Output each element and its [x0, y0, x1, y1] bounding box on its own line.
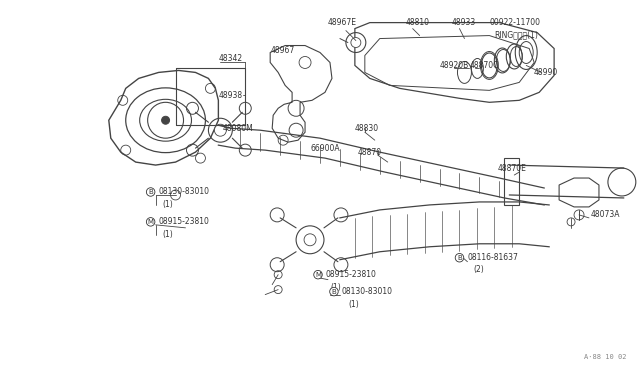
- Text: A·88 10 02: A·88 10 02: [584, 355, 627, 360]
- Text: 48938: 48938: [218, 91, 243, 100]
- Text: M: M: [315, 272, 321, 278]
- Text: (1): (1): [163, 230, 173, 239]
- Text: 08130-83010: 08130-83010: [342, 287, 393, 296]
- Text: 48073A: 48073A: [591, 211, 621, 219]
- Text: 48830: 48830: [355, 124, 379, 133]
- Text: 08915-23810: 08915-23810: [326, 270, 377, 279]
- Text: B: B: [332, 289, 337, 295]
- Text: 48870E: 48870E: [497, 164, 526, 173]
- Text: 48967: 48967: [270, 46, 294, 55]
- Text: RINGリング(1): RINGリング(1): [494, 30, 538, 39]
- Circle shape: [351, 38, 361, 48]
- Text: B: B: [148, 189, 153, 195]
- Text: B: B: [457, 255, 462, 261]
- Circle shape: [161, 116, 170, 124]
- Text: 08116-81637: 08116-81637: [467, 253, 518, 262]
- Text: 48810: 48810: [406, 18, 429, 27]
- Text: 48933: 48933: [451, 18, 476, 27]
- Text: 48967E: 48967E: [328, 18, 357, 27]
- Text: 48342: 48342: [218, 54, 243, 63]
- Text: 48080M: 48080M: [222, 124, 253, 133]
- Text: (2): (2): [474, 265, 484, 274]
- Text: (1): (1): [348, 300, 358, 309]
- Text: 48870: 48870: [358, 148, 382, 157]
- Text: 08130-83010: 08130-83010: [159, 187, 210, 196]
- Text: 00922-11700: 00922-11700: [490, 18, 540, 27]
- Text: 48990: 48990: [533, 68, 557, 77]
- Circle shape: [214, 124, 227, 136]
- Text: 48920B: 48920B: [440, 61, 469, 70]
- Text: (1): (1): [330, 283, 340, 292]
- Text: M: M: [148, 219, 154, 225]
- Text: 66900A: 66900A: [310, 144, 340, 153]
- Circle shape: [304, 234, 316, 246]
- Text: (1): (1): [163, 201, 173, 209]
- Text: 08915-23810: 08915-23810: [159, 217, 209, 227]
- Text: 48870C: 48870C: [469, 61, 499, 70]
